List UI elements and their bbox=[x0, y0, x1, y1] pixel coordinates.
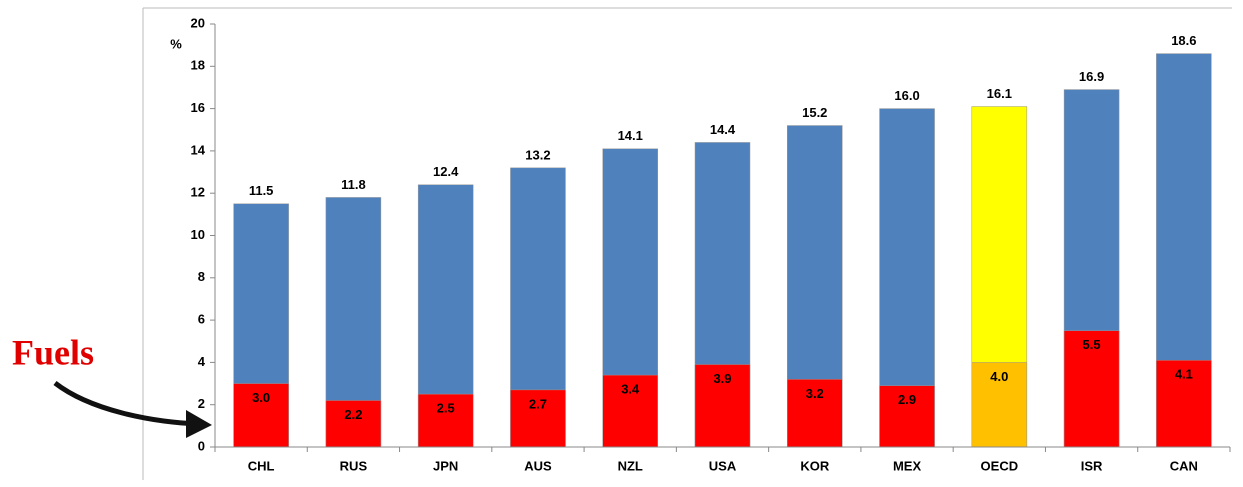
y-tick-label: 18 bbox=[191, 58, 205, 73]
bar bbox=[1063, 330, 1120, 448]
y-tick-label: 6 bbox=[198, 312, 205, 327]
y-tick-label: 2 bbox=[198, 396, 205, 411]
data-label: 13.2 bbox=[525, 147, 550, 162]
bar bbox=[879, 385, 935, 448]
arrow bbox=[53, 381, 201, 427]
y-tick-label: 14 bbox=[191, 142, 206, 157]
y-tick-label: 16 bbox=[191, 100, 205, 115]
bar bbox=[417, 393, 474, 448]
data-label: 5.5 bbox=[1083, 337, 1101, 352]
annotation: Fuels bbox=[12, 332, 94, 372]
x-tick-label: OECD bbox=[981, 458, 1019, 473]
data-label: 4.1 bbox=[1175, 367, 1193, 382]
data-label: 11.5 bbox=[249, 183, 274, 198]
x-tick-label: RUS bbox=[340, 458, 368, 473]
y-tick-label: 20 bbox=[191, 15, 205, 30]
data-label: 16.9 bbox=[1079, 69, 1104, 84]
data-label: 4.0 bbox=[990, 369, 1008, 384]
x-tick-label: MEX bbox=[893, 458, 922, 473]
data-label: 14.4 bbox=[710, 122, 736, 137]
arrow-head bbox=[186, 410, 212, 438]
data-label: 15.2 bbox=[802, 105, 827, 120]
data-label: 12.4 bbox=[433, 164, 459, 179]
data-label: 3.0 bbox=[252, 390, 270, 405]
bar bbox=[233, 383, 289, 448]
data-label: 14.1 bbox=[618, 128, 643, 143]
bar bbox=[1156, 360, 1212, 448]
y-axis-label: % bbox=[170, 36, 182, 51]
x-tick-label: NZL bbox=[618, 458, 643, 473]
data-label: 16.1 bbox=[987, 86, 1012, 101]
bar bbox=[325, 400, 382, 448]
data-label: 11.8 bbox=[341, 177, 366, 192]
x-tick-label: CHL bbox=[248, 458, 275, 473]
y-tick-label: 12 bbox=[191, 185, 205, 200]
data-label: 3.2 bbox=[806, 386, 824, 401]
bar bbox=[694, 364, 751, 448]
data-label: 2.2 bbox=[344, 407, 362, 422]
data-label: 2.9 bbox=[898, 392, 916, 407]
data-label: 18.6 bbox=[1171, 33, 1196, 48]
data-label: 2.5 bbox=[437, 401, 455, 416]
y-tick-label: 4 bbox=[198, 354, 206, 369]
y-tick-label: 0 bbox=[198, 438, 205, 453]
y-tick-label: 10 bbox=[191, 227, 205, 242]
data-label: 16.0 bbox=[894, 88, 919, 103]
x-tick-label: CAN bbox=[1170, 458, 1198, 473]
x-tick-label: JPN bbox=[433, 458, 458, 473]
x-tick-label: USA bbox=[709, 458, 737, 473]
x-tick-label: KOR bbox=[800, 458, 830, 473]
data-label: 2.7 bbox=[529, 396, 547, 411]
x-tick-label: AUS bbox=[524, 458, 552, 473]
bar bbox=[971, 362, 1028, 448]
y-tick-label: 8 bbox=[198, 269, 205, 284]
data-label: 3.9 bbox=[713, 371, 731, 386]
data-label: 3.4 bbox=[621, 382, 640, 397]
bar bbox=[787, 379, 843, 448]
x-tick-label: ISR bbox=[1081, 458, 1103, 473]
